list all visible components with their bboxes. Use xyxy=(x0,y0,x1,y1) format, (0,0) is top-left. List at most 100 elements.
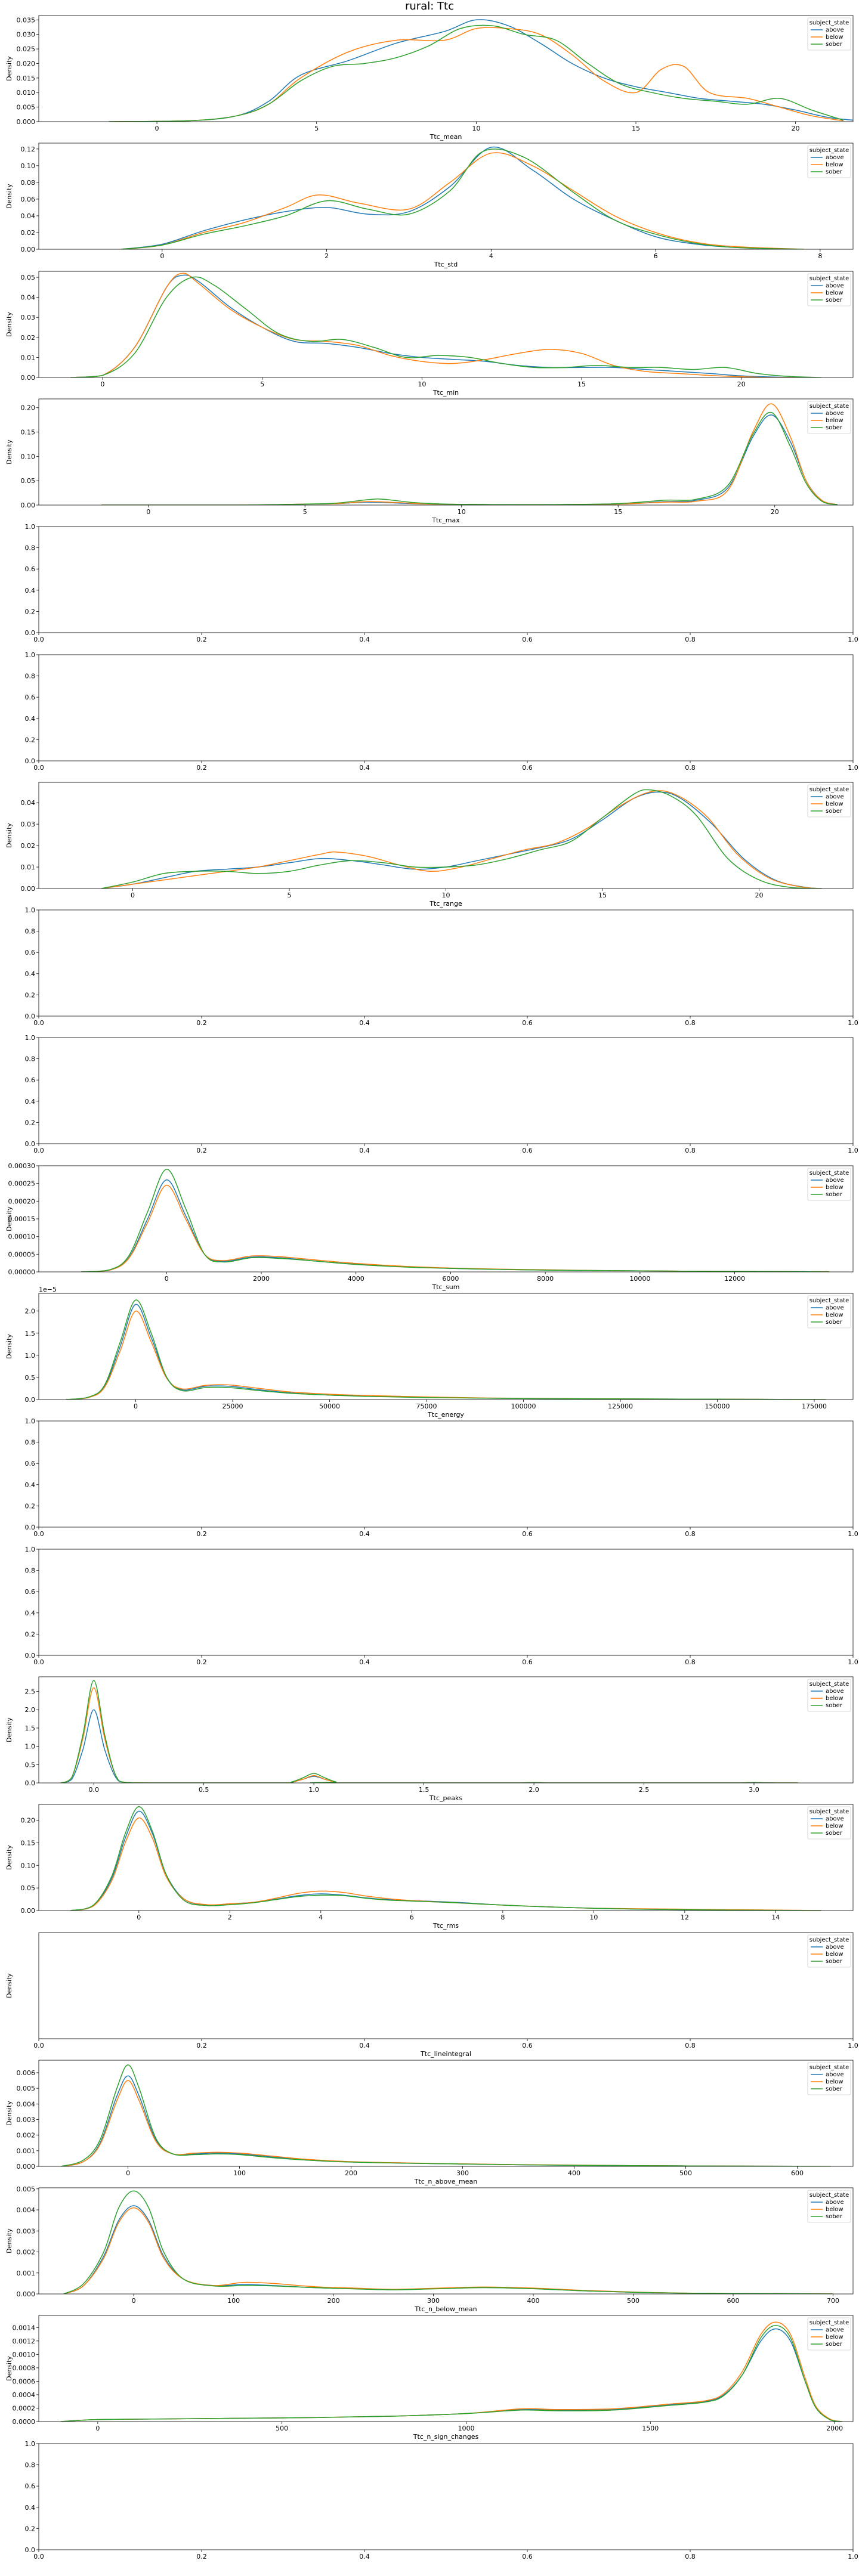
y-tick-label: 0.0008 xyxy=(13,2364,36,2372)
axes-frame xyxy=(38,143,854,250)
legend-title: subject_state xyxy=(809,1298,849,1304)
x-tick-label: 0 xyxy=(146,508,150,516)
subplot-12: 0.0 0.2 0.4 0.6 0.8 1.0 0.0 0.2 0.4 0.6 0.8 1.0 xyxy=(25,1417,858,1538)
legend-title: subject_state xyxy=(809,1809,849,1815)
subplot-11: 0 25000 50000 75000 100000 125000 150000 175000… xyxy=(5,1286,854,1419)
y-tick-label: 0.035 xyxy=(17,16,36,24)
x-tick-label: 700 xyxy=(827,2297,839,2305)
y-tick-label: 1.0 xyxy=(25,1546,36,1553)
x-tick-label: 0.2 xyxy=(196,1147,207,1154)
y-tick-label: 0.00005 xyxy=(8,1250,36,1258)
legend-label-above: above xyxy=(826,283,844,289)
kde-curves xyxy=(81,1169,830,1272)
x-tick-label: 0.0 xyxy=(33,1530,44,1538)
y-tick-label: 2.0 xyxy=(25,1706,36,1714)
legend-label-above: above xyxy=(826,27,844,33)
legend-label-sober: sober xyxy=(826,1702,843,1709)
x-tick-label: 400 xyxy=(527,2297,540,2305)
x-tick-label: 2.5 xyxy=(639,1786,650,1794)
legend-label-below: below xyxy=(826,2206,843,2213)
y-tick-label: 2.0 xyxy=(25,1308,36,1315)
axes-frame xyxy=(38,909,854,1017)
y-tick-label: 0.4 xyxy=(25,1481,36,1489)
kde-curves xyxy=(66,1299,826,1400)
x-tick-label: 0.8 xyxy=(685,1147,696,1154)
x-tick-label: 0.6 xyxy=(522,2553,533,2560)
kde-line-above xyxy=(109,19,853,122)
subplot-7: 0 5 10 15 20 0.00 0.01 0.02 0.03 0.04 Ttc_range Den… xyxy=(5,782,854,908)
subplot-grid: 0 5 10 15 200.0000.0050.0100.0150.0200.0250.… xyxy=(5,15,858,2560)
x-tick-label: 2.0 xyxy=(529,1786,539,1794)
kde-line-sober xyxy=(101,411,838,505)
x-tick-label: 4000 xyxy=(348,1275,364,1283)
y-tick-label: 0.003 xyxy=(17,2227,36,2235)
legend-label-below: below xyxy=(826,2079,843,2085)
x-tick-label: 0.8 xyxy=(685,764,696,772)
y-tick-label: 0.0010 xyxy=(13,2351,36,2358)
x-tick-label: 15 xyxy=(632,125,640,132)
kde-line-sober xyxy=(61,2325,842,2422)
kde-line-sober xyxy=(70,1806,821,1911)
y-axis-label: Density xyxy=(5,184,13,209)
x-tick-label: 0.0 xyxy=(33,1147,44,1154)
y-tick-label: 0.03 xyxy=(21,821,36,828)
legend-label-above: above xyxy=(826,794,844,800)
legend-label-above: above xyxy=(826,1305,844,1311)
x-tick-label: 10000 xyxy=(629,1275,650,1283)
legend-title: subject_state xyxy=(809,403,849,410)
legend-title: subject_state xyxy=(809,2192,849,2199)
y-tick-label: 0.4 xyxy=(25,2504,36,2512)
x-tick-label: 0 xyxy=(155,125,159,132)
kde-line-below xyxy=(120,152,804,249)
y-tick-label: 0.02 xyxy=(21,842,36,850)
x-tick-label: 0.0 xyxy=(33,764,44,772)
x-tick-label: 100000 xyxy=(511,1402,536,1410)
x-tick-label: 1.0 xyxy=(848,2042,858,2049)
x-tick-label: 50000 xyxy=(319,1402,340,1410)
y-tick-label: 0.001 xyxy=(17,2270,36,2277)
axes-frame xyxy=(38,526,854,633)
y-tick-label: 0.000 xyxy=(17,118,36,126)
axes-frame xyxy=(38,1676,854,1784)
y-tick-label: 0.5 xyxy=(25,1761,36,1769)
x-tick-label: 2000 xyxy=(826,2425,843,2432)
x-tick-label: 0 xyxy=(131,891,135,899)
y-tick-label: 0.006 xyxy=(17,2069,36,2077)
legend-label-below: below xyxy=(826,34,843,41)
x-tick-label: 10 xyxy=(418,380,426,388)
y-tick-label: 0.2 xyxy=(25,1502,36,1510)
y-tick-label: 0.6 xyxy=(25,1588,36,1596)
y-tick-label: 0.4 xyxy=(25,715,36,723)
x-tick-label: 5 xyxy=(288,891,292,899)
x-tick-label: 0.4 xyxy=(359,1147,370,1154)
y-tick-label: 0.0 xyxy=(25,629,36,637)
x-tick-label: 0.4 xyxy=(359,636,370,643)
y-tick-label: 0.020 xyxy=(17,60,36,67)
y-tick-label: 0.0 xyxy=(25,1396,36,1404)
kde-line-sober xyxy=(63,2190,833,2294)
y-tick-label: 0.20 xyxy=(21,1817,36,1825)
x-axis-label: Ttc_energy xyxy=(427,1411,464,1419)
axes-frame xyxy=(38,1549,854,1656)
y-tick-label: 0.10 xyxy=(21,1862,36,1869)
x-tick-label: 4 xyxy=(489,252,493,260)
kde-line-above xyxy=(70,274,805,377)
axes-frame xyxy=(38,2315,854,2422)
y-tick-label: 0.12 xyxy=(21,145,36,153)
y-tick-label: 1.0 xyxy=(25,2440,36,2448)
x-tick-label: 10 xyxy=(442,891,450,899)
x-axis-label: Ttc_n_above_mean xyxy=(414,2178,478,2185)
axes-frame xyxy=(38,2187,854,2295)
x-tick-label: 2 xyxy=(228,1914,232,1921)
x-tick-label: 0 xyxy=(134,1402,138,1410)
legend-label-below: below xyxy=(826,1312,843,1318)
y-tick-label: 0.004 xyxy=(17,2100,36,2108)
x-tick-label: 8 xyxy=(500,1914,505,1921)
y-tick-label: 0.8 xyxy=(25,1439,36,1447)
x-tick-label: 4 xyxy=(319,1914,323,1921)
kde-line-above xyxy=(101,791,822,888)
x-tick-label: 0.8 xyxy=(685,1530,696,1538)
legend-label-above: above xyxy=(826,2199,844,2206)
x-tick-label: 0.8 xyxy=(685,2042,696,2049)
